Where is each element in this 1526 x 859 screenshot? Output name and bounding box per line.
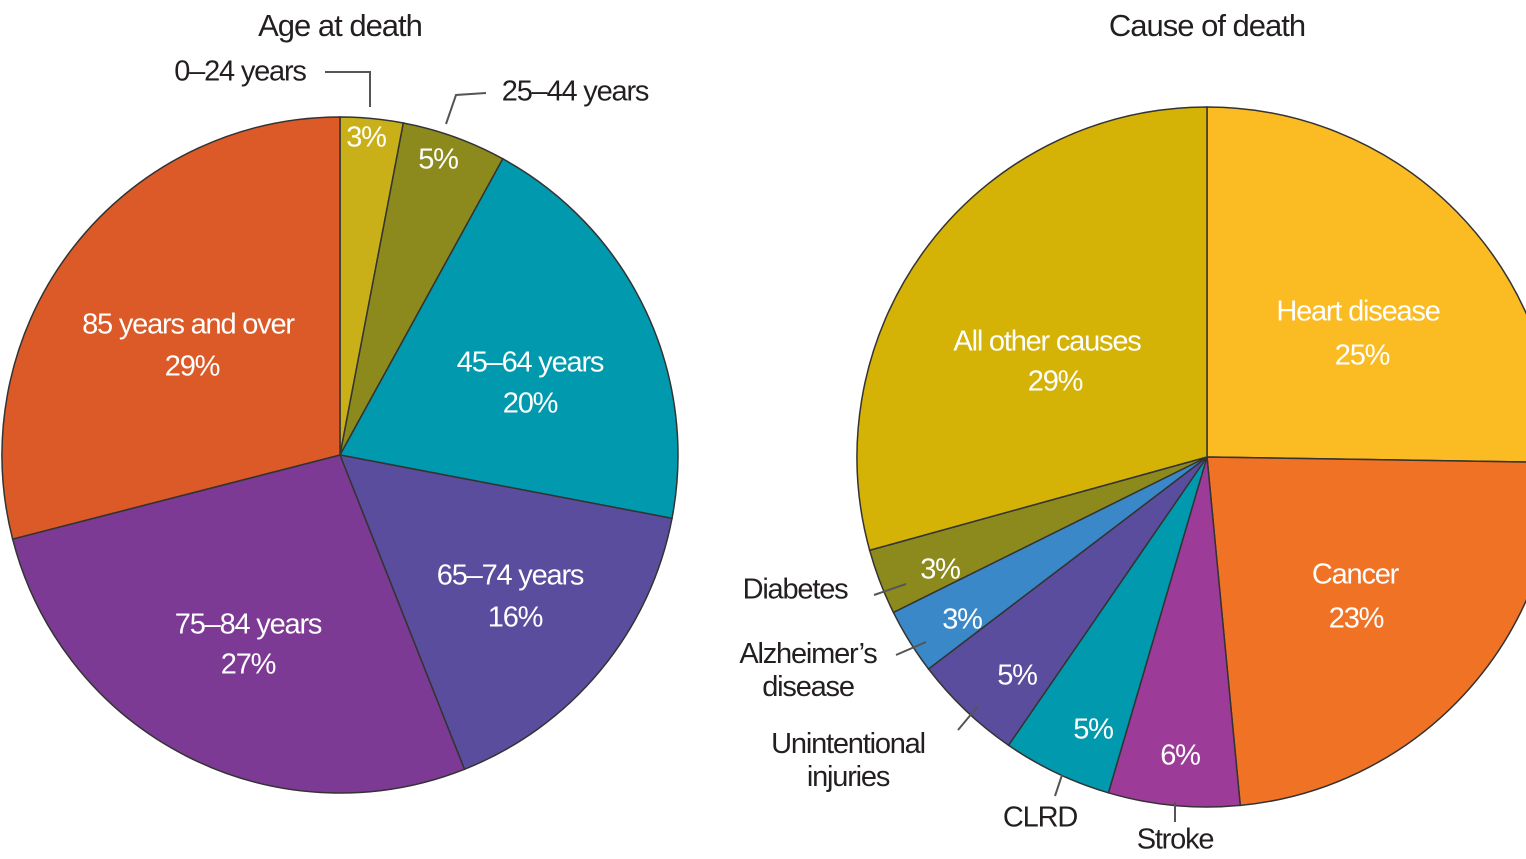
slice-value-label: 29% [164, 350, 221, 383]
leader-line [895, 641, 927, 656]
slice-callout-name: 25–44 years [501, 75, 650, 108]
slice-callout-name: Unintentional injuries [771, 728, 926, 793]
slice-value-label: 27% [220, 648, 277, 681]
leader-line [325, 71, 371, 107]
pie-slice [1206, 456, 1526, 807]
slice-name: 45–64 years [456, 346, 605, 379]
slice-value-label: 3% [346, 121, 387, 154]
slice-name: Cancer [1311, 558, 1400, 591]
slice-callout-name: Diabetes [742, 573, 849, 606]
slice-name: 75–84 years [174, 608, 323, 641]
pie-slice [338, 157, 679, 520]
slice-value-label: 29% [1027, 365, 1084, 398]
leader-line [957, 705, 979, 731]
pie-slice [1107, 456, 1242, 808]
slice-value-label: 3% [942, 603, 983, 636]
pie-slice [856, 106, 1208, 552]
slice-value-label: 5% [418, 143, 459, 176]
slice-value-label: 16% [487, 601, 544, 634]
slice-name: All other causes [953, 325, 1141, 358]
slice-value-label: 5% [1073, 713, 1114, 746]
slice-value-label: 25% [1334, 339, 1391, 372]
slice-name: 65–74 years [436, 559, 585, 592]
pie-slice [338, 454, 673, 771]
slice-callout-name: Alzheimer’s disease [739, 638, 877, 703]
slice-value-label: 23% [1328, 602, 1385, 635]
slice-name: Heart disease [1276, 295, 1441, 328]
slice-name: 85 years and over [82, 308, 295, 341]
pie-slice [1, 116, 341, 540]
slice-value-label: 6% [1160, 739, 1201, 772]
slice-callout-name: 0–24 years [174, 55, 307, 88]
slice-value-label: 5% [997, 659, 1038, 692]
leader-line [1054, 774, 1063, 797]
slice-callout-name: CLRD [1002, 801, 1078, 834]
chart-title: Age at death [258, 8, 423, 43]
slice-value-label: 3% [920, 553, 961, 586]
slice-value-label: 20% [502, 387, 559, 420]
leader-line [445, 92, 487, 125]
pie-slice [11, 454, 466, 794]
leader-line [873, 583, 907, 596]
slice-callout-name: Stroke [1136, 823, 1215, 856]
pie-slice [1206, 106, 1526, 463]
chart-title: Cause of death [1108, 8, 1306, 43]
